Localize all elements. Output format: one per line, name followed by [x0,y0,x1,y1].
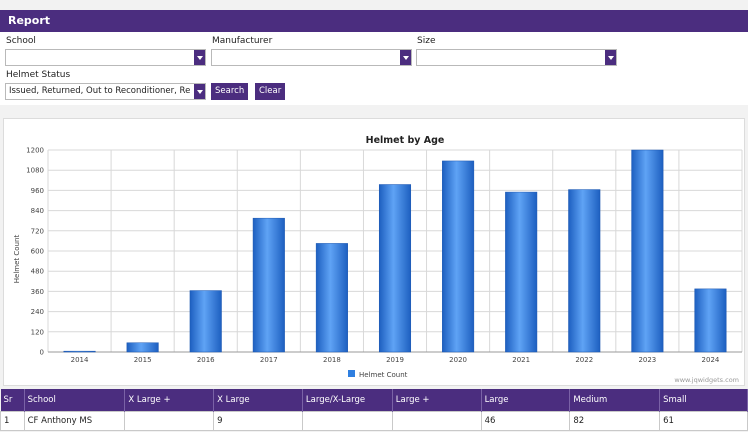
report-table: Sr School X Large + X Large Large/X-Large Lar… [0,389,748,431]
x-tick-label: 2023 [638,356,656,364]
chevron-down-icon[interactable] [194,50,205,65]
x-tick-label: 2014 [71,356,89,364]
report-title: Report [8,14,51,27]
chart-title: Helmet by Age [366,135,445,146]
size-select[interactable] [416,49,617,66]
y-tick-label: 1080 [26,167,44,175]
table-cell [301,411,393,431]
manufacturer-select[interactable] [211,49,412,66]
column-header[interactable]: X Large [213,389,303,412]
table-cell: 61 [659,411,748,431]
column-header[interactable]: X Large + [124,389,215,412]
table-cell: 82 [569,411,661,431]
school-select[interactable] [5,49,206,66]
bar-2021 [505,191,538,353]
search-button[interactable]: Search [211,83,249,100]
bar-2016 [189,290,222,353]
chevron-down-icon[interactable] [194,84,205,99]
table-cell: 1 [0,411,25,431]
helmet-status-select-value: Issued, Returned, Out to Reconditioner, … [9,86,191,96]
table-cell: 9 [213,411,303,431]
chart-bars [63,149,727,353]
column-header[interactable]: Sr [0,389,25,412]
bar-2024 [694,288,727,353]
table-cell [391,411,482,431]
x-tick-label: 2019 [386,356,404,364]
chevron-down-icon[interactable] [400,50,411,65]
x-tick-label: 2016 [197,356,215,364]
chevron-down-icon[interactable] [605,50,616,65]
column-header[interactable]: Small [659,389,748,412]
bar-2019 [378,184,412,353]
size-label: Size [417,36,436,46]
y-tick-label: 840 [31,207,44,215]
column-header[interactable]: Large [481,389,571,412]
filter-panel: School Manufacturer Size Helmet Status I… [0,32,748,105]
x-tick-label: 2015 [134,356,152,364]
y-tick-label: 0 [40,349,44,357]
legend-label: Helmet Count [359,371,408,379]
table-body: 1 CF Anthony MS 9 46 82 61 [0,411,748,431]
report-header: Report [0,10,748,32]
bar-2023 [631,149,664,353]
chart-watermark: www.jqwidgets.com [674,376,739,384]
bar-2022 [568,189,601,353]
y-tick-label: 1200 [26,147,44,155]
column-header[interactable]: Large + [392,389,482,412]
table-cell [124,411,215,431]
y-axis-ticks: 0 120 240 360 480 600 720 840 960 1080 1200 [26,147,44,357]
table-row[interactable]: 1 CF Anthony MS 9 46 82 61 [0,411,748,431]
bar-2015 [126,342,159,353]
bar-2017 [252,217,285,353]
column-header[interactable]: Medium [569,389,661,412]
manufacturer-label: Manufacturer [212,36,273,46]
table-header-row: Sr School X Large + X Large Large/X-Large Lar… [0,389,748,412]
helmet-by-age-chart: Helmet by Age 0 120 240 360 480 600 720 840 960 1… [13,135,743,384]
y-tick-label: 720 [31,227,44,235]
column-header[interactable]: School [24,389,126,412]
helmet-status-label: Helmet Status [6,70,71,80]
school-label: School [6,36,36,46]
bar-2018 [315,243,348,353]
x-tick-label: 2018 [323,356,341,364]
bar-2014 [63,350,96,353]
y-tick-label: 120 [31,328,44,336]
column-header[interactable]: Large/X-Large [302,389,393,412]
table-cell: 46 [480,411,571,431]
y-tick-label: 960 [31,187,44,195]
y-axis-label: Helmet Count [13,235,21,284]
y-tick-label: 240 [31,308,44,316]
x-tick-label: 2022 [575,356,593,364]
y-tick-label: 360 [31,288,44,296]
chart-container: Helmet by Age 0 120 240 360 480 600 720 840 960 1… [3,118,745,386]
clear-button[interactable]: Clear [255,83,286,100]
helmet-status-select[interactable]: Issued, Returned, Out to Reconditioner, … [5,83,206,100]
x-tick-label: 2017 [260,356,278,364]
table-cell: CF Anthony MS [23,411,126,431]
x-tick-label: 2024 [702,356,720,364]
legend-swatch [348,370,355,377]
bar-2020 [442,160,475,353]
x-axis-ticks: 2014 2015 2016 2017 2018 2019 2020 2021 2022 2023… [71,356,720,364]
y-tick-label: 480 [31,268,44,276]
x-tick-label: 2020 [449,356,467,364]
x-tick-label: 2021 [512,356,530,364]
y-tick-label: 600 [31,248,44,256]
